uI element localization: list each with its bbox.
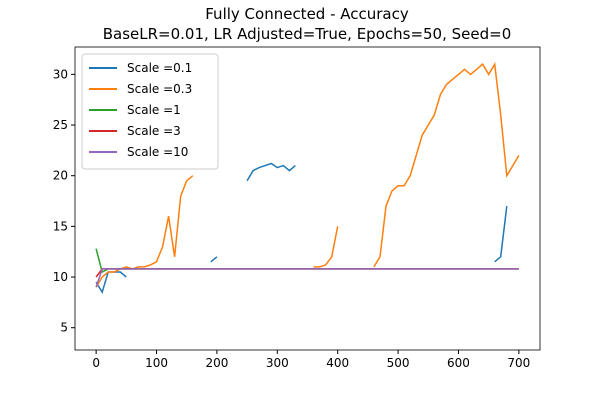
y-tick-label: 15 [53,219,68,233]
x-tick-label: 700 [507,356,530,370]
legend-label: Scale =0.3 [127,82,192,96]
y-tick-label: 25 [53,118,68,132]
x-tick-label: 200 [205,356,228,370]
x-tick-label: 400 [326,356,349,370]
legend-label: Scale =10 [127,145,188,159]
x-tick-label: 500 [387,356,410,370]
plot-frame [74,46,541,351]
legend-box [81,53,219,170]
series-line [95,61,520,288]
y-tick-label: 30 [53,67,68,81]
legend-label: Scale =0.1 [127,61,192,75]
y-tick-label: 5 [60,321,68,335]
y-tick-label: 10 [53,270,68,284]
x-tick-label: 100 [145,356,168,370]
legend-label: Scale =1 [127,103,181,117]
series-line [95,268,519,288]
chart-subtitle: BaseLR=0.01, LR Adjusted=True, Epochs=50… [103,25,512,43]
legend-label: Scale =3 [127,124,181,138]
x-tick-label: 0 [92,356,100,370]
y-tick-label: 20 [53,169,68,183]
legend: Scale =0.1 Scale =0.3 Scale =1 Scale =3 Scal… [81,53,219,170]
chart-title: Fully Connected - Accuracy [205,5,409,23]
x-tick-label: 600 [447,356,470,370]
x-tick-label: 300 [266,356,289,370]
